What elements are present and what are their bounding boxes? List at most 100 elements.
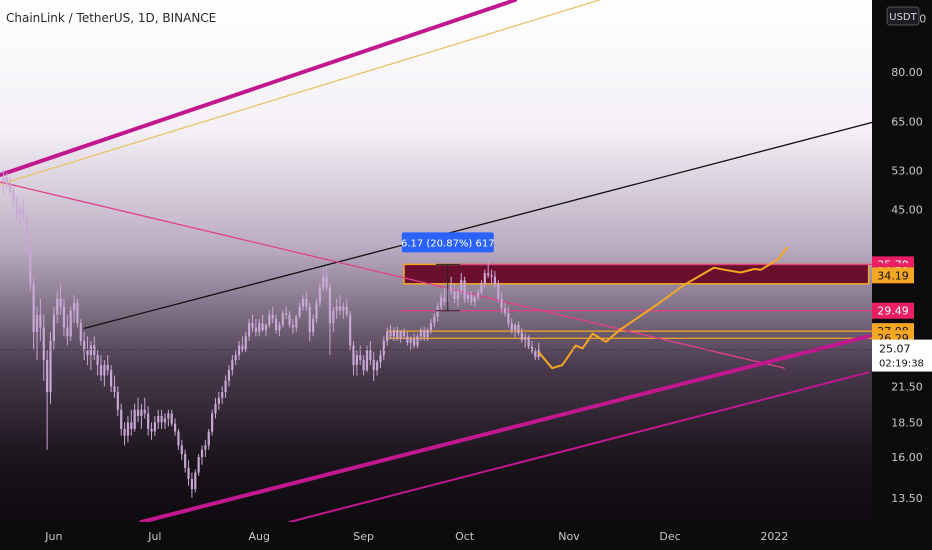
measure-badge: [401, 232, 494, 253]
countdown-text: 02:19:38: [879, 359, 924, 370]
candle-body: [231, 360, 234, 371]
candle-body: [251, 323, 254, 328]
chart-background: [0, 0, 872, 522]
candle-body: [503, 308, 507, 314]
candle-body: [110, 370, 113, 387]
candle-body: [254, 327, 257, 332]
candle-body: [365, 350, 369, 371]
candle-body: [261, 323, 264, 331]
candle-body: [487, 273, 490, 276]
candle-body: [281, 313, 284, 325]
candle-body: [530, 346, 534, 352]
candle-body: [288, 314, 291, 325]
trendlines-layer: [0, 0, 872, 522]
time-tick-label: Aug: [249, 530, 270, 543]
candle-body: [56, 298, 59, 315]
candle-body: [439, 297, 443, 307]
candle-body: [396, 330, 399, 339]
candle-body: [19, 209, 22, 215]
candle-body: [96, 355, 99, 366]
candle-body: [473, 297, 476, 302]
candle-body: [217, 397, 220, 404]
candle-body: [278, 324, 281, 331]
time-tick-label: Oct: [455, 530, 475, 543]
candles-layer: [2, 170, 540, 498]
candle-body: [285, 313, 288, 315]
candle-body: [177, 431, 180, 446]
candle-body: [349, 314, 352, 346]
price-label-text: 34.19: [877, 269, 909, 282]
price-tick-label: 18.50: [891, 416, 923, 429]
price-tick-label: 80.00: [891, 66, 923, 79]
time-tick-label: Jul: [147, 530, 161, 543]
last-price-text: 25.07: [879, 343, 911, 356]
candle-body: [227, 370, 231, 381]
candle-body: [93, 345, 96, 356]
candle-body: [103, 365, 106, 376]
candle-body: [264, 324, 268, 331]
candle-body: [52, 314, 55, 341]
candle-body: [9, 184, 12, 192]
candle-body: [221, 391, 224, 398]
candle-body: [72, 302, 76, 311]
candle-body: [419, 330, 422, 337]
candle-body: [298, 306, 301, 317]
candle-body: [392, 330, 396, 337]
candle-body: [59, 298, 62, 307]
candle-body: [89, 345, 92, 356]
candle-body: [497, 283, 500, 299]
candle-body: [402, 331, 406, 337]
candle-body: [25, 217, 29, 251]
descending-trend-line: [0, 181, 786, 369]
candle-body: [190, 479, 194, 490]
candle-body: [29, 250, 32, 284]
candle-body: [507, 313, 510, 324]
candle-body: [312, 318, 315, 332]
candle-body: [480, 283, 483, 293]
candle-body: [99, 365, 103, 376]
time-tick-label: Dec: [659, 530, 680, 543]
currency-badge[interactable]: USDT: [886, 6, 920, 26]
candle-body: [335, 306, 338, 311]
candle-body: [308, 306, 311, 332]
candle-body: [413, 339, 416, 346]
candle-body: [83, 340, 86, 351]
candle-body: [520, 332, 523, 340]
candle-body: [153, 422, 156, 432]
candle-body: [160, 415, 163, 423]
candle-body: [456, 291, 459, 299]
price-label-text: 29.49: [877, 305, 909, 318]
candle-body: [510, 323, 513, 331]
candle-body: [116, 391, 119, 410]
candle-body: [248, 323, 251, 337]
candle-body: [133, 409, 136, 429]
candle-body: [450, 287, 453, 292]
candle-body: [325, 276, 328, 288]
plot-area[interactable]: 6.17 (20.87%) 617: [0, 0, 875, 522]
candle-body: [460, 280, 463, 292]
time-axis[interactable]: Jun Jul Aug Sep Oct Nov Dec 2022: [44, 530, 788, 543]
candle-body: [369, 350, 372, 361]
candle-body: [514, 324, 517, 331]
candle-body: [147, 413, 150, 429]
measure-layer: 6.17 (20.87%) 617: [401, 232, 495, 312]
candle-body: [241, 345, 244, 351]
candle-body: [453, 291, 456, 299]
candle-body: [62, 306, 66, 328]
candle-body: [305, 298, 308, 307]
candle-body: [466, 294, 470, 299]
candle-body: [338, 306, 342, 311]
candle-body: [295, 316, 298, 328]
candle-body: [46, 360, 49, 392]
candle-body: [409, 339, 412, 343]
candle-body: [86, 350, 89, 356]
candle-body: [194, 472, 197, 490]
candle-body: [406, 336, 409, 343]
price-label-badge: [872, 302, 914, 319]
candle-body: [271, 314, 274, 319]
candle-body: [389, 331, 392, 337]
candle-body: [39, 314, 42, 328]
currency-badge-text: USDT: [889, 12, 917, 23]
upper-channel-line: [0, 0, 518, 177]
